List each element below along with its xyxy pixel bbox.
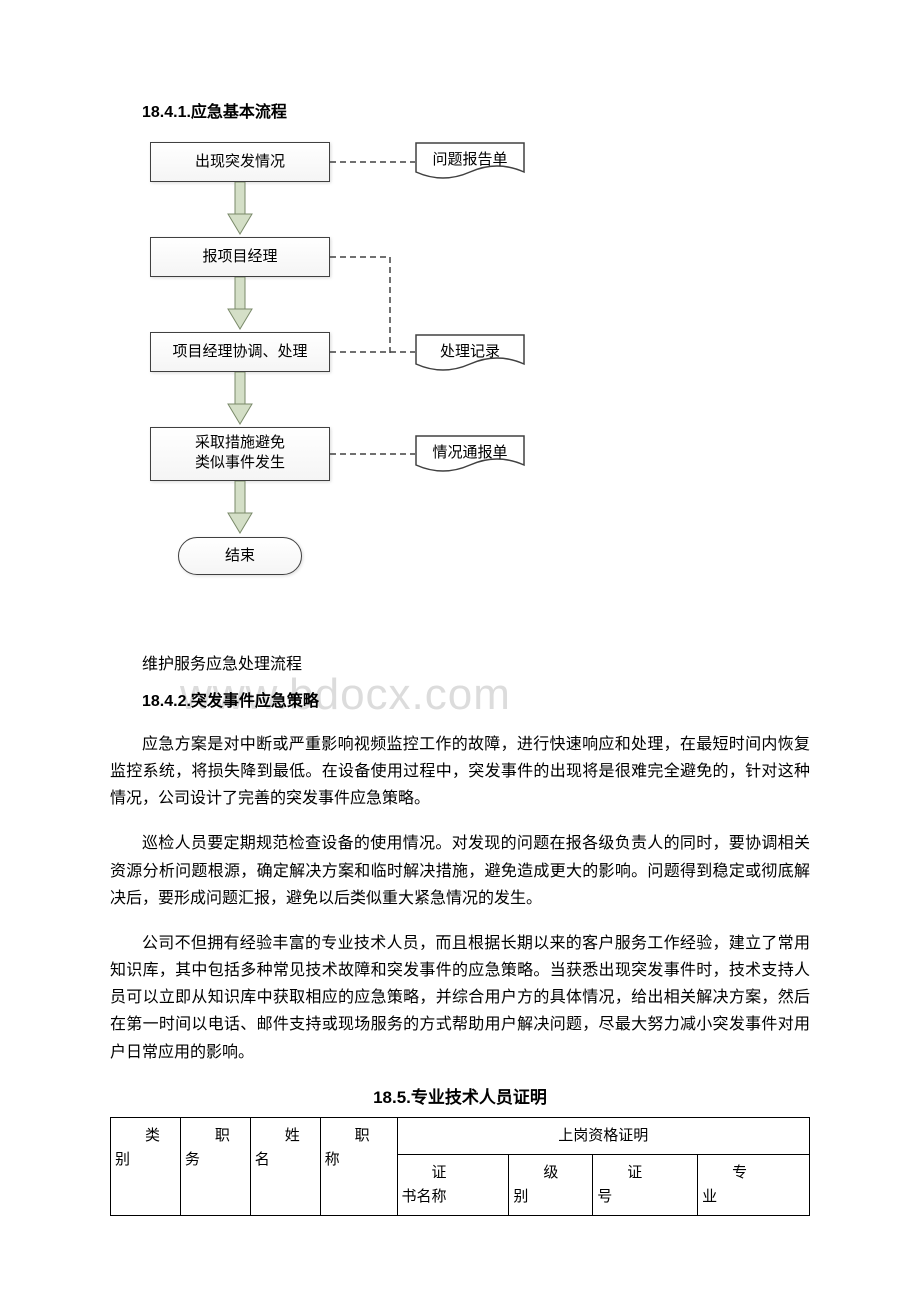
- flow-doc-notice: 情况通报单: [415, 435, 525, 475]
- table-cell-text: 业: [702, 1185, 805, 1209]
- dashed-connector-icon: [330, 452, 415, 456]
- table-cell-text: 务: [185, 1148, 246, 1172]
- table-header-name: 姓 名: [250, 1118, 320, 1216]
- table-cell-text: 证: [597, 1161, 693, 1185]
- table-header-category: 类 别: [111, 1118, 181, 1216]
- table-cell-text: 别: [513, 1185, 588, 1209]
- flowchart-caption: 维护服务应急处理流程: [110, 652, 810, 678]
- flow-node-prevent: 采取措施避免 类似事件发生: [150, 427, 330, 481]
- heading-18-5: 18.5.专业技术人员证明: [110, 1084, 810, 1111]
- table-header-cert-no: 证 号: [593, 1155, 698, 1216]
- dashed-connector-icon: [330, 160, 415, 164]
- paragraph: 公司不但拥有经验丰富的专业技术人员，而且根据长期以来的客户服务工作经验，建立了常…: [110, 930, 810, 1066]
- table-header-cert-major: 专 业: [698, 1155, 810, 1216]
- flowchart-container: 出现突发情况 问题报告单 报项目经理: [140, 142, 560, 632]
- flow-doc-label: 问题报告单: [415, 142, 525, 172]
- flow-node-end: 结束: [178, 537, 302, 575]
- table-cell-text: 专: [702, 1161, 805, 1185]
- table-header-position: 职 务: [180, 1118, 250, 1216]
- table-cell-text: 号: [597, 1185, 693, 1209]
- table-cell-text: 别: [115, 1148, 176, 1172]
- flow-doc-label: 处理记录: [415, 334, 525, 364]
- flow-node-pm-handle: 项目经理协调、处理: [150, 332, 330, 372]
- flow-doc-report: 问题报告单: [415, 142, 525, 182]
- cert-table: 类 别 职 务 姓 名 职 称 上岗资格证明 证 书名称 级: [110, 1117, 810, 1216]
- flow-node-line: 类似事件发生: [195, 454, 285, 474]
- table-header-cert-level: 级 别: [509, 1155, 593, 1216]
- paragraph: 巡检人员要定期规范检查设备的使用情况。对发现的问题在报各级负责人的同时，要协调相…: [110, 830, 810, 912]
- heading-18-4-2: 18.4.2.突发事件应急策略: [110, 689, 810, 715]
- table-cell-text: 书名称: [402, 1185, 505, 1209]
- table-header-cert-name: 证 书名称: [397, 1155, 509, 1216]
- heading-18-4-1: 18.4.1.应急基本流程: [110, 100, 810, 126]
- flow-node-line: 采取措施避免: [195, 434, 285, 454]
- table-cell-text: 姓: [255, 1124, 316, 1148]
- table-cell-text: 证: [402, 1161, 505, 1185]
- table-cell-text: 类: [115, 1124, 176, 1148]
- table-cell-text: 级: [513, 1161, 588, 1185]
- table-cell-text: 职: [185, 1124, 246, 1148]
- table-cell-text: 职: [325, 1124, 393, 1148]
- flow-arrow-icon: [225, 481, 255, 545]
- paragraph: 应急方案是对中断或严重影响视频监控工作的故障，进行快速响应和处理，在最短时间内恢…: [110, 731, 810, 813]
- dashed-connector-icon: [330, 350, 415, 354]
- table-row: 类 别 职 务 姓 名 职 称 上岗资格证明: [111, 1118, 810, 1155]
- flow-node-report-pm: 报项目经理: [150, 237, 330, 277]
- flow-node-incident: 出现突发情况: [150, 142, 330, 182]
- flow-doc-label: 情况通报单: [415, 435, 525, 465]
- table-header-cert-group: 上岗资格证明: [397, 1118, 809, 1155]
- table-cell-text: 称: [325, 1148, 393, 1172]
- table-cell-text: 名: [255, 1148, 316, 1172]
- flow-doc-record: 处理记录: [415, 334, 525, 374]
- table-header-title: 职 称: [320, 1118, 397, 1216]
